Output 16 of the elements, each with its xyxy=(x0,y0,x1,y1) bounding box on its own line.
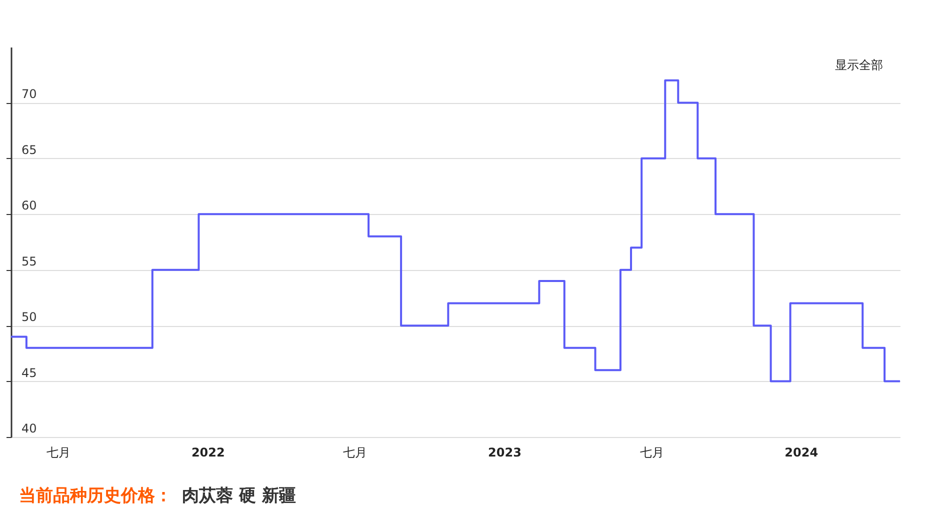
annotation: 显示全部 xyxy=(835,58,883,72)
y-tick-label: 40 xyxy=(22,422,37,436)
y-tick-label: 70 xyxy=(22,87,37,102)
text: 当前品种历史价格： xyxy=(19,486,172,506)
y-tick-label: 55 xyxy=(22,254,37,268)
x-tick-label: 2023 xyxy=(488,446,522,460)
y-tick-label: 60 xyxy=(22,198,37,213)
y-tick-label: 45 xyxy=(22,366,37,380)
y-tick-label: 65 xyxy=(22,142,37,157)
x-tick-label: 2024 xyxy=(784,446,818,460)
x-tick-label: 七月 xyxy=(640,446,664,460)
x-tick-label: 2022 xyxy=(191,446,225,460)
text: 肉苁蓉 硬 新疆 xyxy=(182,486,296,506)
x-tick-label: 七月 xyxy=(343,446,368,460)
y-tick-label: 50 xyxy=(22,310,37,324)
x-tick-label: 七月 xyxy=(46,446,71,460)
